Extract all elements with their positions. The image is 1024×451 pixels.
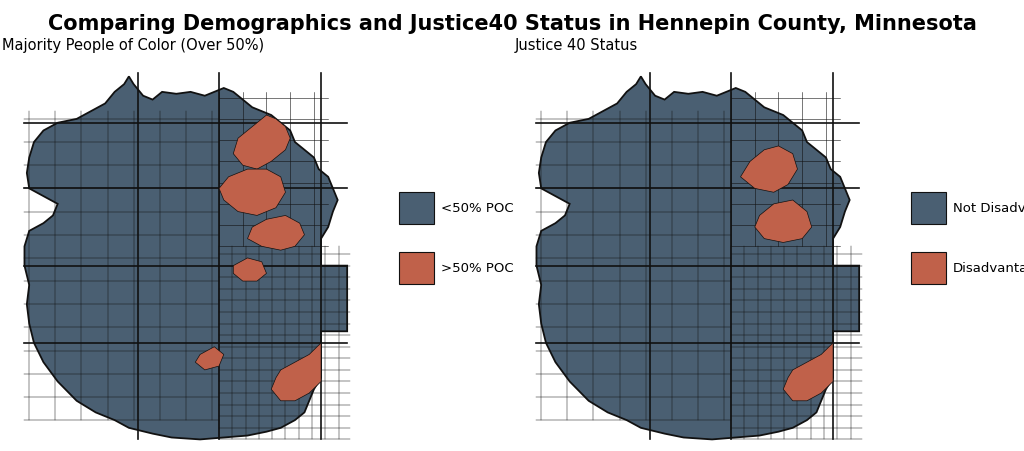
Polygon shape	[248, 216, 304, 251]
Polygon shape	[196, 347, 224, 370]
Text: >50% POC: >50% POC	[441, 262, 514, 275]
Polygon shape	[740, 147, 798, 193]
Polygon shape	[233, 258, 266, 281]
Polygon shape	[755, 201, 812, 243]
Polygon shape	[25, 77, 347, 439]
Text: Not Disadvantaged: Not Disadvantaged	[953, 202, 1024, 215]
Polygon shape	[271, 343, 322, 401]
Text: Majority People of Color (Over 50%): Majority People of Color (Over 50%)	[2, 38, 264, 53]
Bar	[911, 253, 946, 284]
Bar	[911, 193, 946, 224]
Polygon shape	[783, 343, 834, 401]
Polygon shape	[537, 77, 859, 439]
Text: <50% POC: <50% POC	[441, 202, 514, 215]
Polygon shape	[233, 116, 290, 170]
Text: Justice 40 Status: Justice 40 Status	[514, 38, 638, 53]
Text: Comparing Demographics and Justice40 Status in Hennepin County, Minnesota: Comparing Demographics and Justice40 Sta…	[47, 14, 977, 33]
Bar	[399, 193, 434, 224]
Text: Disadvantaged: Disadvantaged	[953, 262, 1024, 275]
Bar	[399, 253, 434, 284]
Polygon shape	[219, 170, 286, 216]
